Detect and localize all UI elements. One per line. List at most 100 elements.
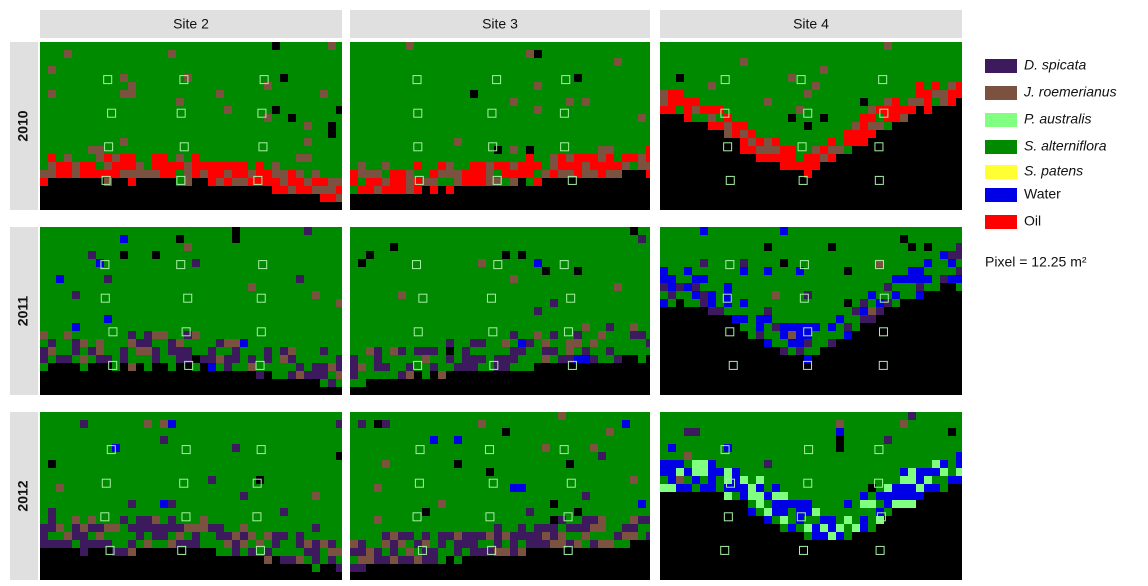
map-pixel bbox=[916, 363, 924, 371]
map-pixel bbox=[852, 178, 860, 186]
map-pixel bbox=[900, 299, 908, 307]
map-pixel bbox=[708, 532, 716, 540]
map-pixel bbox=[900, 540, 908, 548]
map-pixel bbox=[422, 387, 430, 395]
map-pixel bbox=[120, 138, 128, 146]
map-pixel bbox=[208, 564, 216, 572]
map-pixel bbox=[740, 315, 748, 323]
map-pixel bbox=[590, 154, 598, 162]
map-pixel bbox=[948, 291, 956, 299]
map-pixel bbox=[716, 564, 724, 572]
map-pixel bbox=[668, 291, 676, 299]
map-pixel bbox=[676, 468, 684, 476]
map-pixel bbox=[836, 548, 844, 556]
map-pixel bbox=[900, 468, 908, 476]
map-pixel bbox=[948, 572, 956, 580]
map-pixel bbox=[526, 50, 534, 58]
map-pixel bbox=[160, 572, 168, 580]
map-pixel bbox=[900, 170, 908, 178]
map-pixel bbox=[900, 420, 908, 428]
map-pixel bbox=[112, 186, 120, 194]
map-pixel bbox=[176, 572, 184, 580]
map-pixel bbox=[892, 194, 900, 202]
map-pixel bbox=[828, 323, 836, 331]
map-pixel bbox=[48, 460, 56, 468]
map-pixel bbox=[772, 508, 780, 516]
map-pixel bbox=[900, 500, 908, 508]
map-pixel bbox=[526, 548, 534, 556]
map-pixel bbox=[272, 178, 280, 186]
map-pixel bbox=[550, 532, 558, 540]
map-pixel bbox=[128, 387, 136, 395]
map-pixel bbox=[470, 186, 478, 194]
map-pixel bbox=[64, 154, 72, 162]
map-pixel bbox=[374, 379, 382, 387]
map-pixel bbox=[692, 524, 700, 532]
map-pixel bbox=[924, 508, 932, 516]
map-pixel bbox=[724, 138, 732, 146]
map-pixel bbox=[876, 186, 884, 194]
map-pixel bbox=[446, 355, 454, 363]
map-pixel bbox=[256, 564, 264, 572]
map-pixel bbox=[740, 524, 748, 532]
map-pixel bbox=[296, 532, 304, 540]
map-pixel bbox=[430, 170, 438, 178]
map-pixel bbox=[748, 524, 756, 532]
map-pixel bbox=[924, 178, 932, 186]
map-pixel bbox=[454, 540, 462, 548]
map-pixel bbox=[462, 387, 470, 395]
map-pixel bbox=[526, 186, 534, 194]
map-pixel bbox=[152, 363, 160, 371]
map-pixel bbox=[582, 524, 590, 532]
map-pixel bbox=[668, 363, 676, 371]
map-pixel bbox=[924, 339, 932, 347]
map-pixel bbox=[868, 202, 876, 210]
map-pixel bbox=[676, 572, 684, 580]
map-pixel bbox=[924, 500, 932, 508]
map-pixel bbox=[232, 339, 240, 347]
map-pixel bbox=[304, 202, 312, 210]
map-pixel bbox=[852, 347, 860, 355]
map-pixel bbox=[470, 355, 478, 363]
map-pixel bbox=[574, 154, 582, 162]
map-pixel bbox=[382, 540, 390, 548]
map-pixel bbox=[684, 492, 692, 500]
map-pixel bbox=[796, 532, 804, 540]
map-pixel bbox=[884, 548, 892, 556]
map-pixel bbox=[518, 194, 526, 202]
map-pixel bbox=[558, 564, 566, 572]
map-pixel bbox=[56, 355, 64, 363]
map-pixel bbox=[660, 556, 668, 564]
map-pixel bbox=[350, 540, 358, 548]
map-pixel bbox=[622, 379, 630, 387]
map-pixel bbox=[438, 387, 446, 395]
map-pixel bbox=[606, 572, 614, 580]
map-pixel bbox=[454, 363, 462, 371]
map-pixel bbox=[304, 371, 312, 379]
map-pixel bbox=[558, 202, 566, 210]
map-pixel bbox=[366, 170, 374, 178]
map-pixel bbox=[328, 42, 336, 50]
map-pixel bbox=[558, 387, 566, 395]
map-pixel bbox=[518, 347, 526, 355]
map-pixel bbox=[192, 170, 200, 178]
map-pixel bbox=[80, 162, 88, 170]
map-pixel bbox=[606, 428, 614, 436]
map-pixel bbox=[916, 492, 924, 500]
map-pixel bbox=[184, 524, 192, 532]
map-pixel bbox=[48, 363, 56, 371]
map-pixel bbox=[136, 564, 144, 572]
map-pixel bbox=[948, 540, 956, 548]
map-pixel bbox=[128, 564, 136, 572]
map-pixel bbox=[900, 508, 908, 516]
map-pixel bbox=[280, 355, 288, 363]
map-pixel bbox=[438, 170, 446, 178]
map-pixel bbox=[668, 460, 676, 468]
map-pixel bbox=[716, 130, 724, 138]
map-pixel bbox=[916, 556, 924, 564]
map-pixel bbox=[264, 114, 272, 122]
map-pixel bbox=[646, 516, 650, 524]
map-pixel bbox=[684, 315, 692, 323]
map-pixel bbox=[700, 307, 708, 315]
map-pixel bbox=[684, 186, 692, 194]
